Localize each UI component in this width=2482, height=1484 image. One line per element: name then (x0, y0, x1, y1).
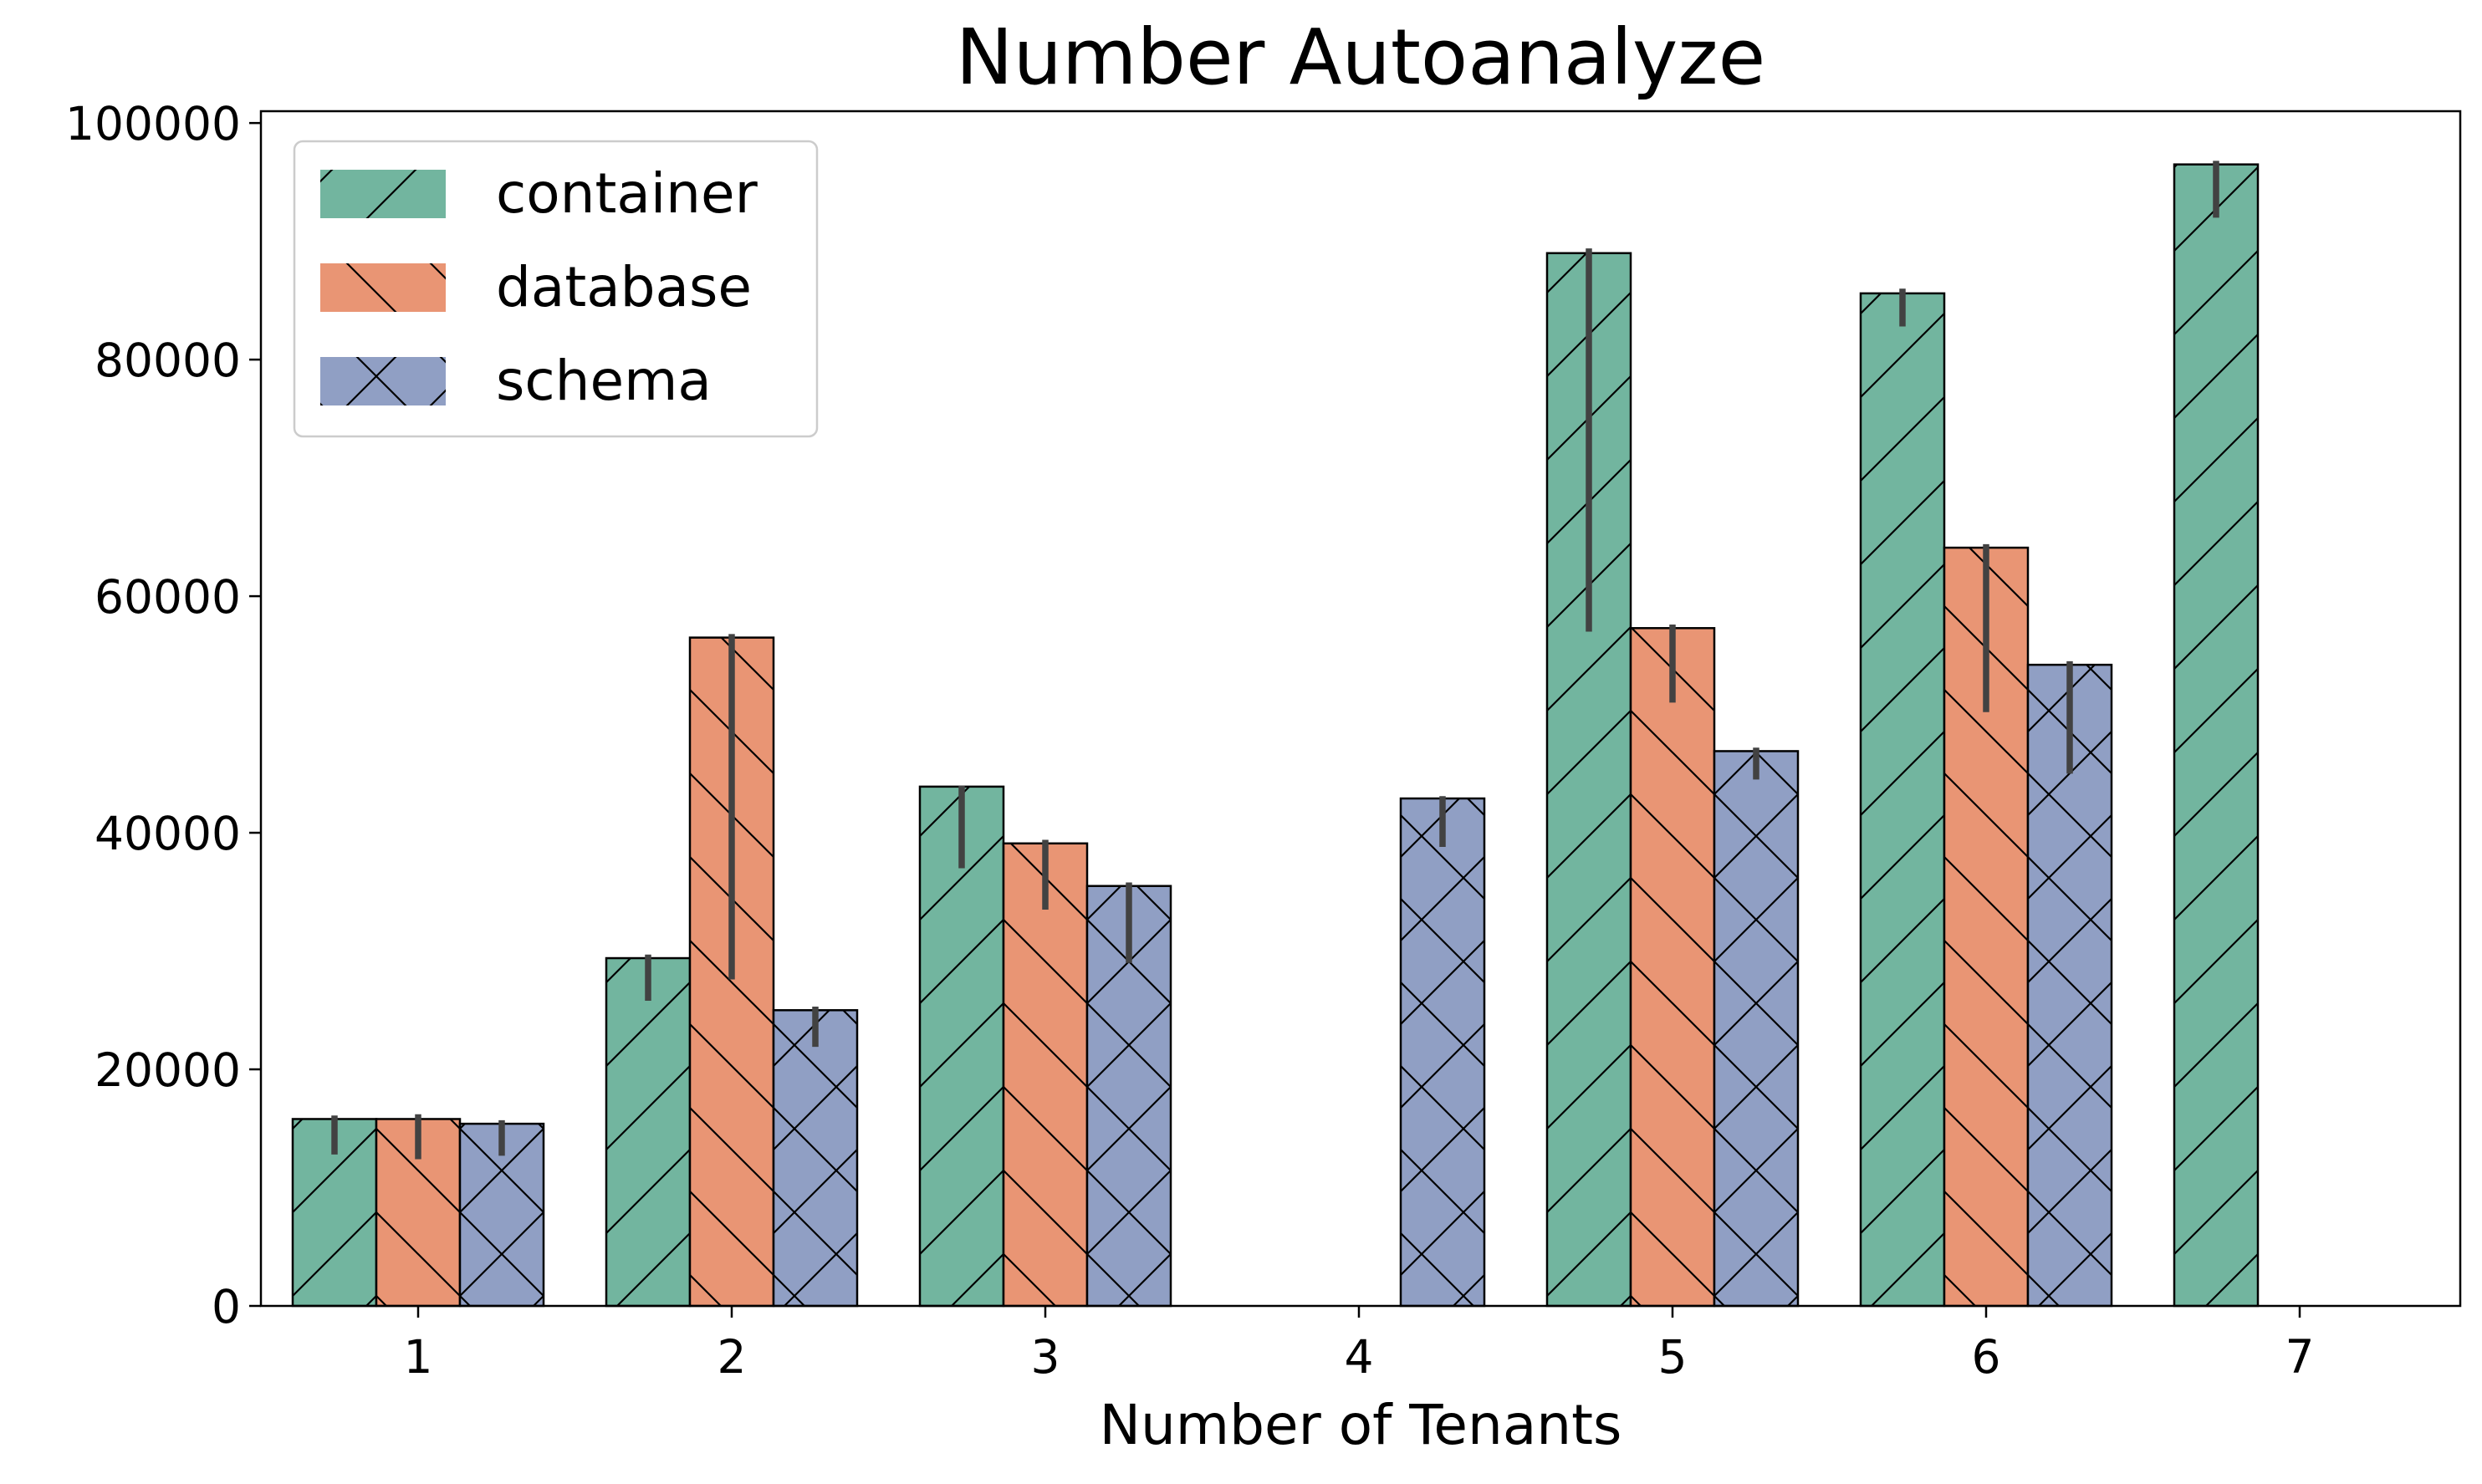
y-tick-label-100000: 100000 (65, 97, 241, 150)
legend-label-container: container (496, 161, 758, 226)
y-tick-label-60000: 60000 (94, 570, 241, 624)
legend-label-database: database (496, 255, 752, 319)
y-axis: 0 20000 40000 60000 80000 100000 (65, 97, 261, 1334)
y-tick-label-80000: 80000 (94, 334, 241, 387)
legend: container database schema (293, 140, 819, 438)
bar-container-7-hatch (2173, 163, 2260, 1308)
y-tick-label-40000: 40000 (94, 807, 241, 860)
x-axis-label: Number of Tenants (1100, 1393, 1622, 1457)
bar-container-6-hatch (1859, 292, 1946, 1308)
errorbars-layer (331, 161, 2219, 1160)
x-tick-label-2: 2 (718, 1330, 747, 1384)
bar-database-5-hatch (1629, 627, 1716, 1308)
x-tick-label-3: 3 (1031, 1330, 1060, 1384)
legend-swatch-schema-hatch (320, 357, 446, 405)
bar-database-3-hatch (1002, 842, 1089, 1308)
legend-swatch-database-hatch (320, 263, 446, 312)
bar-schema-4-hatch (1399, 797, 1486, 1308)
x-tick-label-1: 1 (404, 1330, 433, 1384)
x-axis: 1 2 3 4 5 6 7 (404, 1306, 2315, 1384)
x-tick-label-4: 4 (1345, 1330, 1374, 1384)
x-tick-label-6: 6 (1972, 1330, 2001, 1384)
x-tick-label-7: 7 (2285, 1330, 2315, 1384)
bar-schema-2-hatch (772, 1009, 859, 1308)
bar-container-2-hatch (605, 956, 692, 1308)
x-tick-label-5: 5 (1658, 1330, 1688, 1384)
legend-swatch-container-hatch (320, 170, 446, 218)
bar-schema-5-hatch (1713, 750, 1800, 1308)
legend-label-schema: schema (496, 349, 712, 413)
chart-title: Number Autoanalyze (956, 13, 1765, 102)
y-tick-label-20000: 20000 (94, 1043, 241, 1097)
y-tick-label-0: 0 (212, 1280, 241, 1334)
plot-frame (259, 110, 2462, 1308)
